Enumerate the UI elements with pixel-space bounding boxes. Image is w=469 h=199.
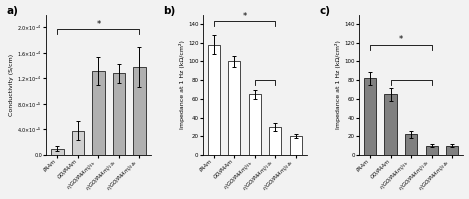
Y-axis label: Impedance at 1 Hz (kΩ/cm²): Impedance at 1 Hz (kΩ/cm²) <box>179 40 185 129</box>
Bar <box>364 78 376 155</box>
Bar <box>385 94 397 155</box>
Text: *: * <box>242 12 247 20</box>
Bar <box>133 67 146 155</box>
Bar <box>269 127 281 155</box>
Text: *: * <box>399 35 403 44</box>
Bar <box>113 73 125 155</box>
Text: *: * <box>96 20 101 29</box>
Bar <box>446 146 458 155</box>
Bar <box>72 131 84 155</box>
Y-axis label: Impedance at 1 Hz (kΩ/cm²): Impedance at 1 Hz (kΩ/cm²) <box>335 40 341 129</box>
Bar <box>425 146 438 155</box>
Bar <box>208 45 220 155</box>
Bar <box>249 94 261 155</box>
Bar <box>51 149 64 155</box>
Text: b): b) <box>163 6 175 16</box>
Bar <box>405 134 417 155</box>
Y-axis label: Conductivity (S/cm): Conductivity (S/cm) <box>9 54 15 116</box>
Bar <box>228 61 241 155</box>
Text: a): a) <box>7 6 18 16</box>
Text: c): c) <box>319 6 330 16</box>
Bar <box>92 71 105 155</box>
Bar <box>290 136 302 155</box>
